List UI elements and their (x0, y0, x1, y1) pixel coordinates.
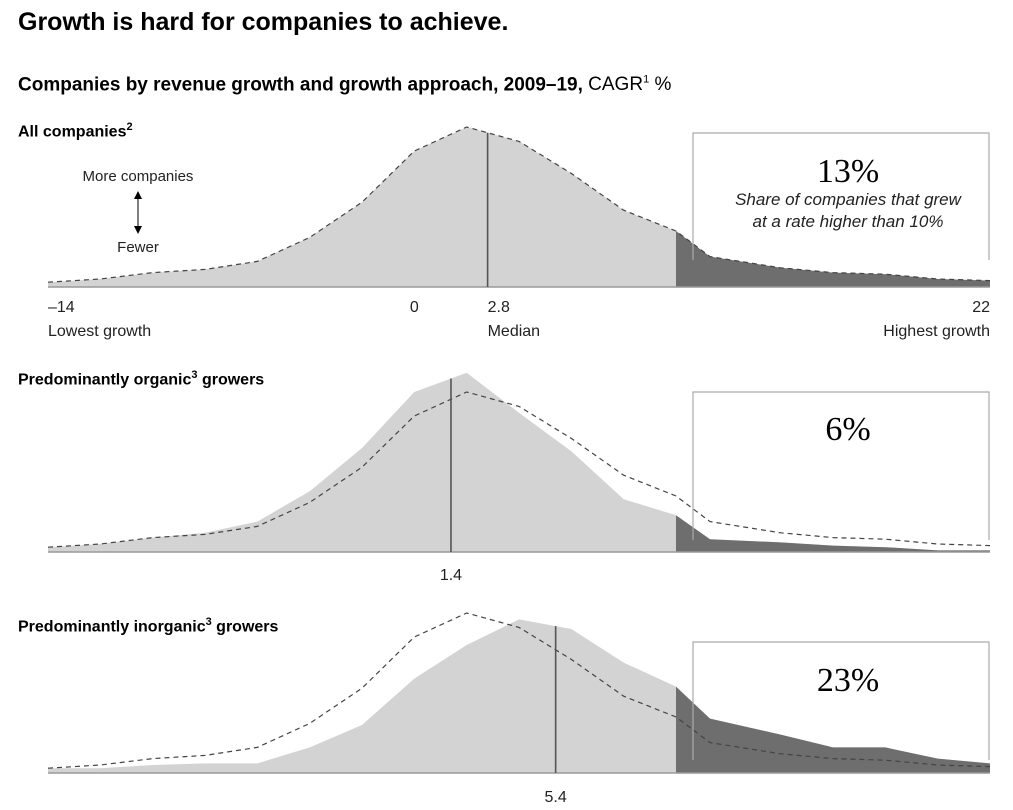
panel-label-inorganic-sup: 3 (205, 616, 212, 628)
subtitle-main: Companies by revenue growth and growth a… (18, 74, 583, 96)
subtitle-unit-tail: % (649, 74, 672, 96)
callout-note-line2: at a rate higher than 10% (753, 212, 944, 231)
callout-box-1 (692, 391, 990, 540)
panel-label-organic-tail: growers (197, 371, 265, 389)
reference-line-0 (47, 126, 991, 283)
area-0 (48, 127, 990, 287)
subtitle-unit: CAGR1 % (588, 74, 671, 95)
panel-label-all: All companies2 (18, 121, 133, 141)
reference-line-2 (47, 612, 991, 769)
callout-note-line1: Share of companies that grew (735, 190, 963, 209)
median-text-all: Median (488, 323, 540, 340)
tick-label-right: 22 (972, 299, 990, 316)
callout-box-2 (692, 641, 990, 760)
more-companies-label: More companies (83, 168, 194, 185)
tail-area-1 (676, 515, 990, 552)
tick-text-highest: Highest growth (883, 323, 990, 340)
callout-box-0 (692, 132, 990, 260)
panel-label-all-text: All companies (18, 123, 127, 141)
panel-label-inorganic-text: Predominantly inorganic (18, 618, 206, 636)
median-label-inorganic: 5.4 (545, 789, 567, 806)
tick-text-lowest: Lowest growth (48, 323, 151, 340)
callout-value-2: 23% (817, 662, 879, 699)
callout-value-1: 6% (825, 411, 870, 448)
subtitle-unit-base: CAGR (588, 74, 644, 96)
panel-label-all-sup: 2 (126, 121, 133, 133)
scale-arrow-down-icon (134, 226, 142, 234)
tick-label-left: –14 (48, 299, 75, 316)
area-1 (48, 372, 990, 552)
tick-label-zero: 0 (410, 299, 419, 316)
panel-label-organic: Predominantly organic3 growers (18, 369, 264, 389)
reference-line-1 (47, 391, 991, 548)
callout-value-0: 13% (817, 153, 879, 190)
panel-label-inorganic-tail: growers (211, 618, 279, 636)
panel-label-inorganic: Predominantly inorganic3 growers (18, 616, 278, 636)
scale-arrow-up-icon (134, 191, 142, 199)
tail-area-0 (676, 231, 990, 287)
panel-label-organic-text: Predominantly organic (18, 371, 192, 389)
median-label-organic: 1.4 (440, 567, 462, 584)
chart-title: Growth is hard for companies to achieve. (18, 8, 509, 36)
median-label-all: 2.8 (488, 299, 510, 316)
tail-area-2 (676, 686, 990, 773)
fewer-label: Fewer (117, 239, 159, 256)
subtitle-unit-sup: 1 (643, 74, 650, 86)
panel-label-organic-sup: 3 (191, 369, 198, 381)
chart-subtitle: Companies by revenue growth and growth a… (18, 74, 671, 96)
